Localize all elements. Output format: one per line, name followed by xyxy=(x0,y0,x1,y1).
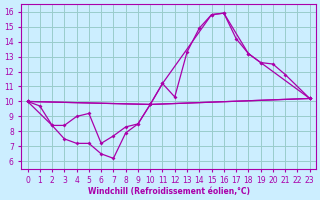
X-axis label: Windchill (Refroidissement éolien,°C): Windchill (Refroidissement éolien,°C) xyxy=(88,187,250,196)
